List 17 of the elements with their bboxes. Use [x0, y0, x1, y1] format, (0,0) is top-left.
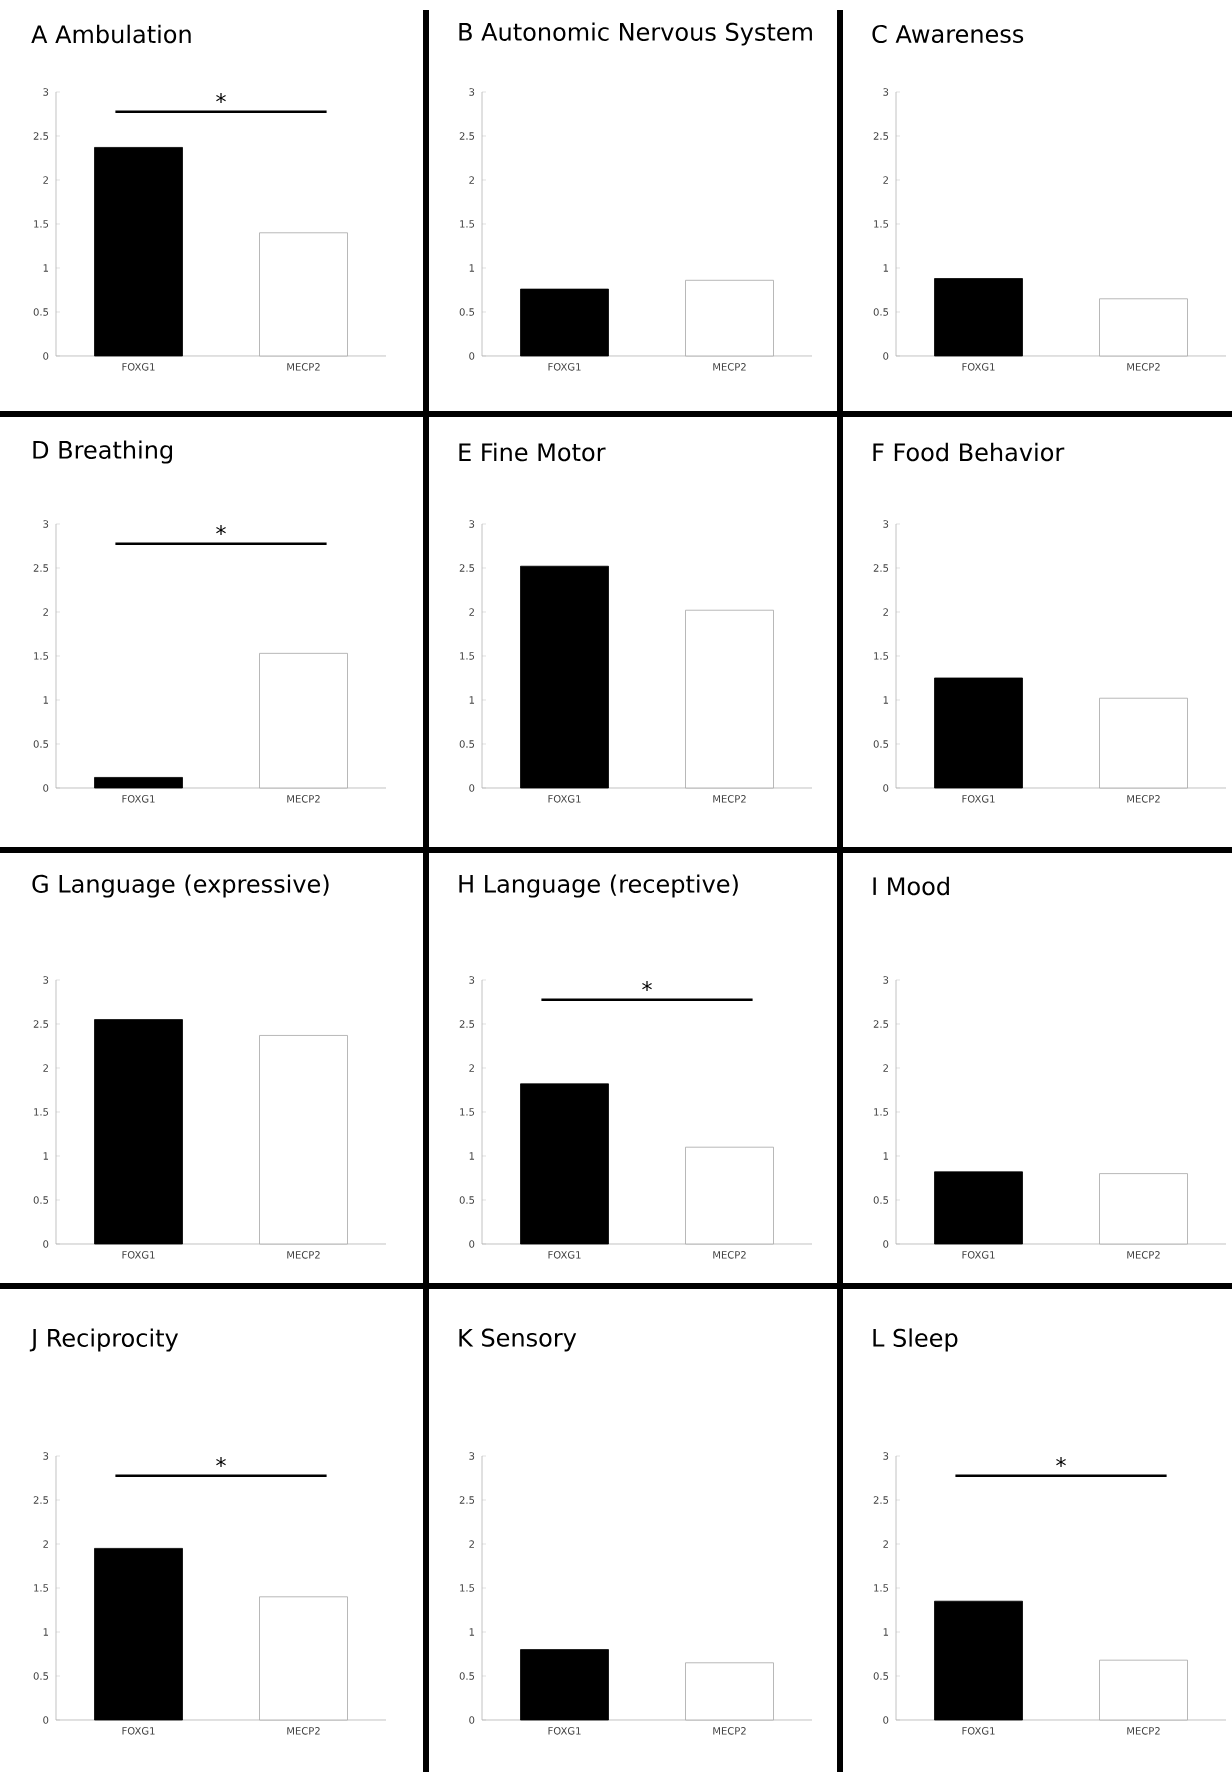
chart-title: B Autonomic Nervous System — [459, 22, 812, 46]
chart-title: F Food Behavior — [873, 442, 1065, 462]
annotation: * — [1056, 1457, 1066, 1468]
annotation: * — [216, 1457, 226, 1468]
chart-title: A Ambulation — [31, 24, 191, 44]
chart-title: K Sensory — [459, 1328, 577, 1352]
chart-title: G Language (expressive) — [32, 874, 329, 898]
chart-title: I Mood — [873, 876, 949, 896]
chart-title: E Fine Motor — [459, 442, 606, 462]
chart-title: J Reciprocity — [29, 1328, 179, 1352]
annotation: * — [216, 93, 226, 104]
annotation: * — [216, 525, 226, 536]
chart-title: D Breathing — [33, 440, 173, 464]
chart-title: H Language (receptive) — [459, 874, 738, 898]
chart-title: C Awareness — [872, 24, 1024, 44]
chart-title: L Sleep — [873, 1328, 958, 1352]
annotation: * — [642, 981, 652, 992]
